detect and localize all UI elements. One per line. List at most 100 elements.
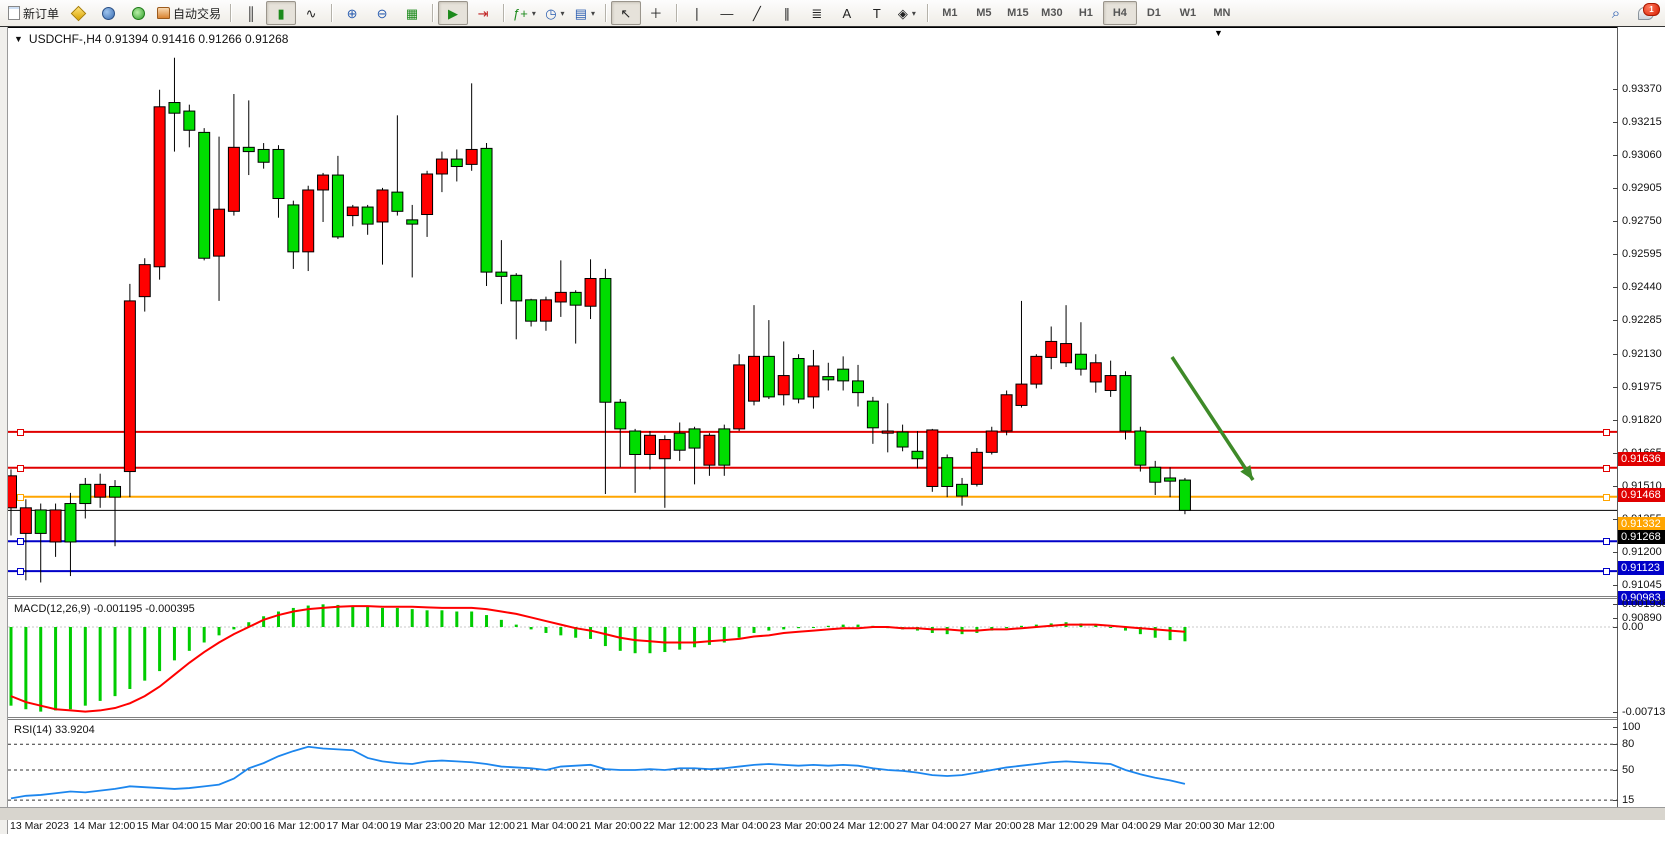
candle-body [1074, 353, 1087, 370]
tile-windows-button[interactable]: ▦ [397, 1, 427, 25]
support-line-blue-2-handle[interactable] [1603, 568, 1610, 576]
text-label-button[interactable]: T [862, 1, 892, 25]
arrows-button-dropdown-caret[interactable]: ▾ [911, 8, 916, 18]
timeframe-h4[interactable]: H4 [1102, 1, 1137, 25]
timeframe-m15[interactable]: M15 [1001, 1, 1035, 25]
indicators-button[interactable]: ƒ+ ▾ [509, 1, 540, 25]
arrows-button-icon: ◈ [897, 5, 908, 21]
support-line-blue-2-handle[interactable] [17, 568, 24, 576]
fibonacci-button[interactable]: ≣ [802, 1, 832, 25]
line-chart-button[interactable]: ∿ [296, 1, 326, 25]
timeframe-w1[interactable]: W1 [1171, 1, 1205, 25]
time-axis-label: 29 Mar 04:00 [1086, 820, 1148, 832]
macd-axis-label: -0.007132 [1622, 706, 1665, 718]
channel-button[interactable]: ∥ [772, 1, 802, 25]
chart-area: 0.93370 0.93215 0.93060 0.92905 0.92750 0.925… [0, 27, 1665, 835]
chart-shift-button[interactable]: ⇥ [468, 1, 498, 25]
candle-body [421, 173, 434, 216]
chart-shift-marker-icon[interactable]: ▼ [1214, 28, 1223, 38]
timeframe-h1[interactable]: H1 [1069, 1, 1103, 25]
timeframe-m30[interactable]: M30 [1035, 1, 1069, 25]
macd-histogram-bar [544, 627, 548, 633]
candle-body [19, 507, 32, 534]
macd-signal-line [10, 605, 1186, 713]
trend-arrow-head[interactable] [1240, 465, 1253, 480]
price-axis-tick [1613, 254, 1618, 256]
collapse-icon[interactable]: ▼ [14, 34, 23, 44]
macd-histogram-bar [529, 627, 533, 630]
indicators-button-dropdown-caret[interactable]: ▾ [531, 8, 536, 18]
vertical-line-button[interactable]: ∣ [682, 1, 712, 25]
resistance-line-2-handle[interactable] [17, 464, 24, 472]
timeframe-mn[interactable]: MN [1205, 1, 1239, 25]
candlestick-button[interactable]: ▮ [266, 1, 297, 25]
time-axis-label: 15 Mar 20:00 [199, 820, 262, 832]
resistance-line-1-handle[interactable] [17, 428, 24, 436]
time-axis-label: 21 Mar 20:00 [579, 820, 642, 832]
arrows-button[interactable]: ◈ ▾ [892, 1, 922, 25]
time-axis-label: 23 Mar 20:00 [769, 820, 832, 832]
periods-button[interactable]: ◷ ▾ [540, 1, 570, 25]
text-button[interactable]: A [832, 1, 862, 25]
line-chart-button-icon: ∿ [305, 5, 317, 21]
candle-body [361, 206, 374, 225]
templates-button-dropdown-caret[interactable]: ▾ [591, 8, 596, 18]
macd-histogram-bar [440, 610, 444, 627]
support-line-orange-handle[interactable] [1603, 493, 1610, 501]
chart-window-button[interactable] [63, 1, 93, 25]
signals-button[interactable] [123, 1, 153, 25]
notifications-button[interactable]: 1 [1631, 1, 1661, 25]
support-line-blue-1-handle[interactable] [17, 538, 24, 546]
candle-body [94, 483, 107, 498]
candle-body [1149, 466, 1162, 483]
periods-button-dropdown-caret[interactable]: ▾ [560, 8, 565, 18]
indicators-button-icon: ƒ+ [513, 5, 528, 21]
macd-histogram-bar [499, 619, 503, 627]
zoom-out-button[interactable]: ⊖ [367, 1, 397, 25]
resistance-line-2-handle[interactable] [1603, 464, 1610, 472]
search-button[interactable]: ⌕ [1601, 1, 1631, 25]
auto-scroll-button[interactable]: ▶ [438, 1, 469, 25]
rsi-axis-label: 80 [1622, 738, 1635, 751]
time-axis-label: 22 Mar 12:00 [643, 820, 705, 832]
macd-histogram-bar [1094, 624, 1098, 627]
auto-trading-button[interactable]: 自动交易 [153, 1, 225, 25]
fibonacci-button-icon: ≣ [811, 5, 823, 21]
toolbar-group: ▶ ⇥ [438, 1, 498, 25]
trend-arrow[interactable] [1170, 356, 1255, 481]
crosshair-button-icon: ＋ [649, 5, 663, 21]
timeframe-h1-label: H1 [1078, 7, 1093, 19]
macd-histogram-bar [782, 627, 786, 630]
macd-histogram-bar [945, 627, 949, 635]
text-button-icon: A [842, 5, 852, 21]
zoom-in-button[interactable]: ⊕ [337, 1, 367, 25]
price-axis-label: 0.93215 [1622, 116, 1662, 129]
trendline-button[interactable]: ╱ [742, 1, 772, 25]
trendline-button-icon: ╱ [752, 5, 761, 21]
crosshair-button[interactable]: ＋ [641, 1, 671, 25]
candle-body [138, 264, 151, 298]
timeframe-d1[interactable]: D1 [1137, 1, 1171, 25]
candle-body [1015, 383, 1028, 406]
timeframe-m5[interactable]: M5 [967, 1, 1001, 25]
auto-trading-button-icon [157, 7, 171, 19]
candle-body [658, 439, 671, 460]
macd-histogram-bar [381, 607, 384, 627]
cursor-button-icon: ↖ [620, 5, 632, 21]
candle-body [213, 208, 226, 257]
support-line-blue-1-handle[interactable] [1603, 538, 1610, 546]
timeframe-m1[interactable]: M1 [933, 1, 967, 25]
horizontal-line-button[interactable]: — [712, 1, 742, 25]
cursor-button[interactable]: ↖ [610, 1, 641, 25]
macd-histogram-bar [856, 624, 860, 627]
zoom-out-button-icon: ⊖ [376, 5, 388, 21]
new-order-button[interactable]: 新订单 [4, 1, 63, 25]
rsi-pane-background [8, 719, 1617, 815]
support-line-orange-handle[interactable] [17, 493, 24, 501]
bar-chart-button[interactable]: ║ [236, 1, 266, 25]
profile-button[interactable] [93, 1, 123, 25]
new-order-button-icon [8, 6, 20, 20]
macd-histogram-bar [470, 611, 474, 627]
resistance-line-1-handle[interactable] [1603, 428, 1610, 436]
templates-button[interactable]: ▤ ▾ [570, 1, 600, 25]
